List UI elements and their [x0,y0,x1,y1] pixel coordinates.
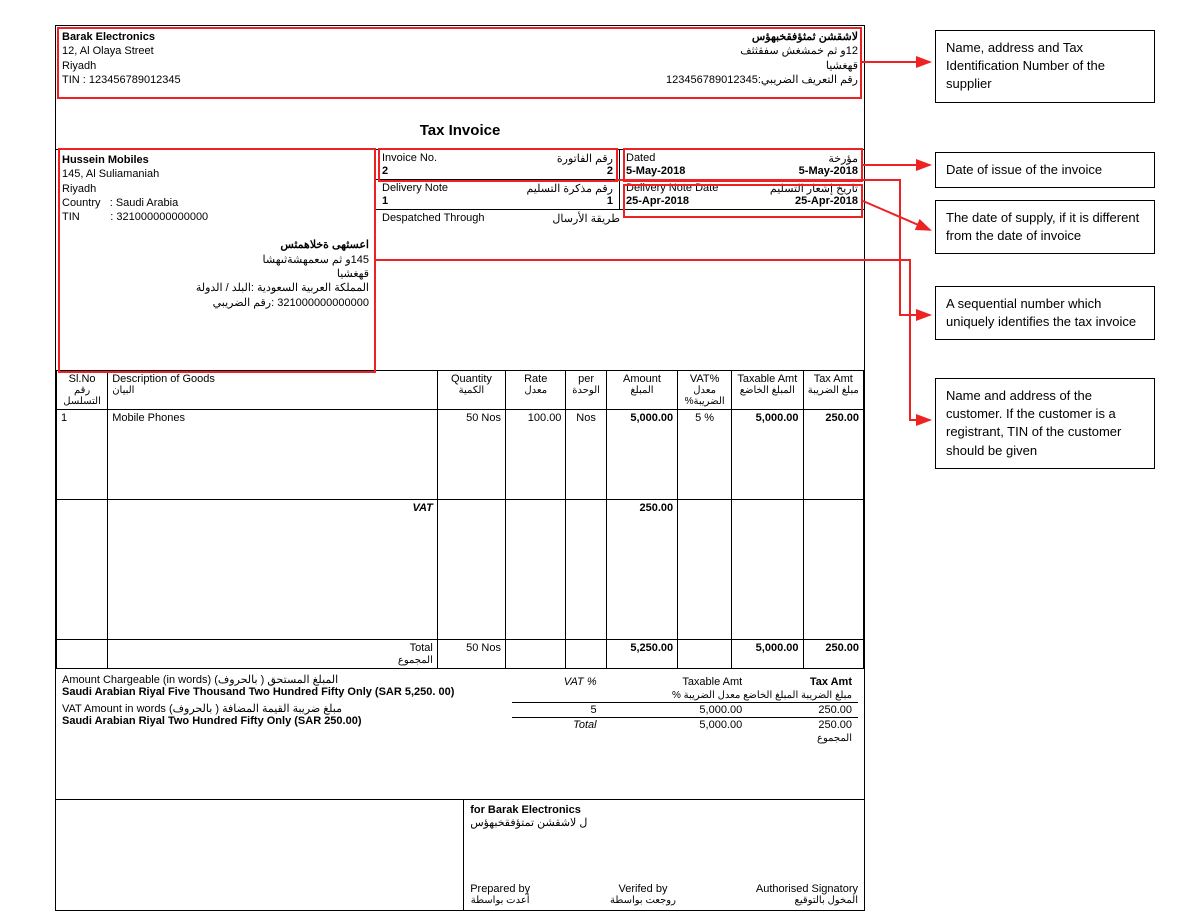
supplier-name-en: Barak Electronics [62,30,181,44]
meta-box: Invoice No.رقم الفاتورة 22 Datedمؤرخة 5-… [376,150,864,370]
supplier-ar: لاشقشن ثمثؤفقخبهؤس 12و ثم خمشغش سفقثثف ق… [666,30,858,87]
customer-addr1-en: 145, Al Suliamaniah [62,167,369,181]
words-section: Amount Chargeable (in words) (بالحروف ) … [56,669,864,749]
vat-summary: VAT %Taxable AmtTax Amt مبلغ الضريبة الم… [512,675,858,745]
signature-right: for Barak Electronics ل لاشقشن تمتؤفقخبه… [463,800,864,910]
callout-supplier: Name, address and Tax Identification Num… [935,30,1155,103]
meta-dated: Datedمؤرخة 5-May-20185-May-2018 [620,150,864,179]
supplier-addr1-ar: 12و ثم خمشغش سفقثثف [666,44,858,58]
customer-addr2-en: Riyadh [62,182,369,196]
vat-row: VAT 250.00 [57,500,864,640]
total-row: Totalالمجموع 50 Nos 5,250.00 5,000.00 25… [57,640,864,669]
callout-seq-no: A sequential number which uniquely ident… [935,286,1155,340]
callout-supply-date: The date of supply, if it is different f… [935,200,1155,254]
invoice-container: Barak Electronics 12, Al Olaya Street Ri… [55,25,865,911]
supplier-tin-en: TIN : 123456789012345 [62,73,181,87]
supplier-addr2-ar: قهغشيا [666,59,858,73]
meta-delivery-date: Delivery Note Dateتاريخ إشعار التسليم 25… [620,180,864,209]
supplier-en: Barak Electronics 12, Al Olaya Street Ri… [62,30,181,87]
customer-box: Hussein Mobiles 145, Al Suliamaniah Riya… [56,150,376,370]
customer-tin: TIN : 321000000000000 [62,210,369,224]
invoice-title: Tax Invoice [56,118,864,149]
supplier-header: Barak Electronics 12, Al Olaya Street Ri… [56,26,864,118]
customer-name-en: Hussein Mobiles [62,153,369,167]
callout-customer: Name and address of the customer. If the… [935,378,1155,469]
signature-section: for Barak Electronics ل لاشقشن تمتؤفقخبه… [56,799,864,910]
items-table: Sl.Noرقم التسلسل Description of Goodsالب… [56,370,864,669]
supplier-addr2-en: Riyadh [62,59,181,73]
meta-delivery-note: Delivery Noteرقم مذكرة التسليم 11 [376,180,620,209]
supplier-name-ar: لاشقشن ثمثؤفقخبهؤس [666,30,858,44]
customer-ar: اعسثهى ةخلاهمثس 145و ثم سعمهشةثىهشا قهغش… [62,238,369,309]
supplier-addr1-en: 12, Al Olaya Street [62,44,181,58]
supplier-tin-ar: رقم التعريف الضريبي:123456789012345 [666,73,858,87]
meta-despatched: Despatched Throughطريقة الأرسال [376,210,864,360]
customer-country: Country : Saudi Arabia [62,196,369,210]
item-row: 1 Mobile Phones 50 Nos 100.00 Nos 5,000.… [57,410,864,500]
mid-section: Hussein Mobiles 145, Al Suliamaniah Riya… [56,149,864,370]
callout-dated: Date of issue of the invoice [935,152,1155,188]
meta-invoice-no: Invoice No.رقم الفاتورة 22 [376,150,620,179]
